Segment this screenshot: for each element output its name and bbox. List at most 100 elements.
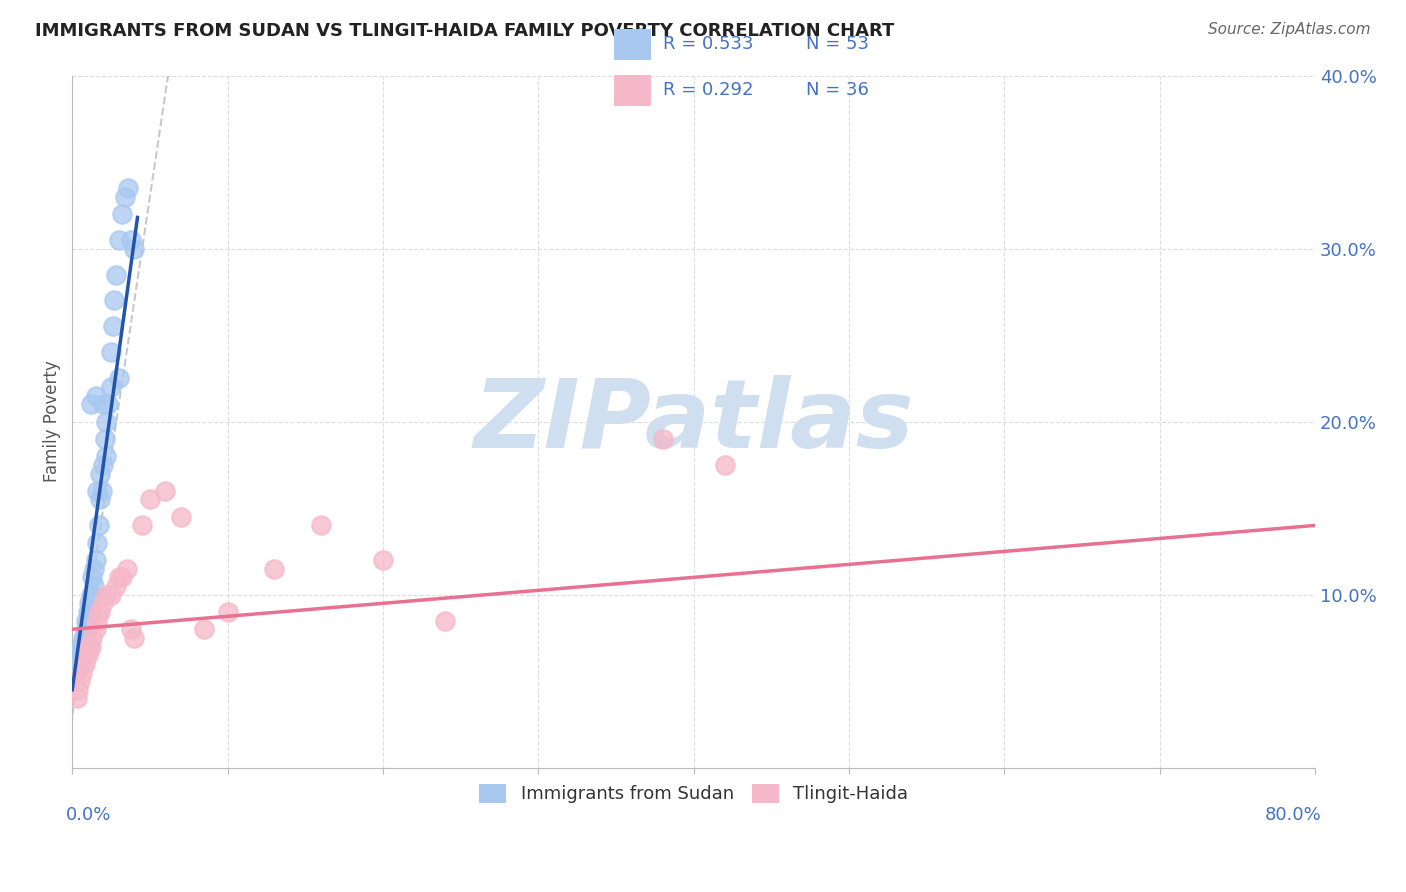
Point [75,648,97,663]
Point [100,588,122,602]
Point [65,665,87,680]
Point [371,553,394,567]
Bar [614,75,651,106]
Point [86,535,108,549]
Point [434,614,457,628]
Point [117,181,139,195]
Point [69,648,91,663]
Point [108,371,131,385]
Point [111,570,134,584]
Point [80,605,103,619]
Point [87,518,110,533]
Text: Source: ZipAtlas.com: Source: ZipAtlas.com [1208,22,1371,37]
Point [193,622,215,636]
Point [73,657,96,671]
Point [82,631,104,645]
Point [111,207,134,221]
Point [84,389,107,403]
Point [131,518,153,533]
Point [67,648,90,663]
Point [87,605,110,619]
Point [97,397,120,411]
Point [89,467,111,481]
Point [96,415,118,429]
Point [76,648,98,663]
Point [124,242,146,256]
Point [651,432,673,446]
Point [124,631,146,645]
Point [80,397,103,411]
Point [89,492,111,507]
Point [83,579,105,593]
Point [309,518,332,533]
Point [70,648,93,663]
Point [89,605,111,619]
Point [114,189,136,203]
Point [108,570,131,584]
Point [82,570,104,584]
Bar [614,29,651,60]
Point [82,588,104,602]
Text: IMMIGRANTS FROM SUDAN VS TLINGIT-HAIDA FAMILY POVERTY CORRELATION CHART: IMMIGRANTS FROM SUDAN VS TLINGIT-HAIDA F… [35,22,894,40]
Point [96,449,118,463]
Point [73,640,96,654]
Point [70,665,93,680]
Point [91,458,114,472]
Point [104,579,127,593]
Point [713,458,735,472]
Point [96,588,118,602]
Point [76,614,98,628]
Point [83,562,105,576]
Point [66,691,89,706]
Point [72,640,94,654]
Point [139,492,162,507]
Point [70,640,93,654]
Point [91,397,114,411]
Point [86,614,108,628]
Point [263,562,285,576]
Point [80,588,103,602]
Text: N = 36: N = 36 [806,81,869,99]
Point [100,380,122,394]
Point [66,657,89,671]
Point [67,657,90,671]
Point [79,640,101,654]
Point [72,657,94,671]
Legend: Immigrants from Sudan, Tlingit-Haida: Immigrants from Sudan, Tlingit-Haida [472,777,915,811]
Point [101,319,124,334]
Point [72,631,94,645]
Point [84,622,107,636]
Point [100,345,122,359]
Y-axis label: Family Poverty: Family Poverty [44,360,60,483]
Text: ZIPatlas: ZIPatlas [474,376,914,468]
Point [120,622,142,636]
Point [86,483,108,498]
Point [76,605,98,619]
Point [69,657,91,671]
Point [79,596,101,610]
Text: 0.0%: 0.0% [66,805,111,824]
Point [84,553,107,567]
Point [76,622,98,636]
Point [90,483,112,498]
Text: R = 0.292: R = 0.292 [664,81,754,99]
Point [103,293,125,308]
Point [69,674,91,689]
Point [108,233,131,247]
Text: 80.0%: 80.0% [1264,805,1322,824]
Point [155,483,177,498]
Point [104,268,127,282]
Text: N = 53: N = 53 [806,36,869,54]
Point [79,605,101,619]
Point [170,509,193,524]
Point [67,682,90,697]
Text: R = 0.533: R = 0.533 [664,36,754,54]
Point [80,640,103,654]
Point [94,432,117,446]
Point [115,562,138,576]
Point [75,614,97,628]
Point [69,640,91,654]
Point [91,596,114,610]
Point [73,631,96,645]
Point [75,622,97,636]
